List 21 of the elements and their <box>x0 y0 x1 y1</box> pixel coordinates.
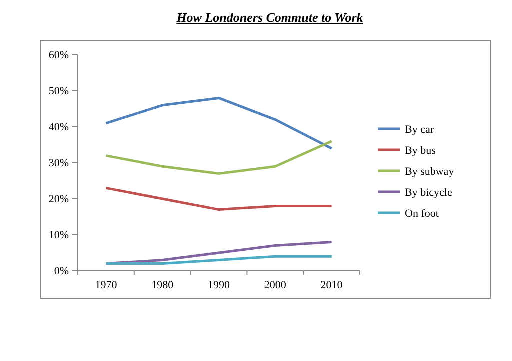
legend-label: By car <box>405 124 434 136</box>
y-tick-label: 40% <box>48 122 69 134</box>
y-tick-label: 10% <box>48 230 69 242</box>
line-series <box>104 186 334 212</box>
legend-label: On foot <box>405 208 439 220</box>
legend-label: By bicycle <box>405 187 452 199</box>
y-tick-label: 60% <box>48 50 69 62</box>
x-tick-label: 2000 <box>264 279 287 292</box>
x-tick-label: 1980 <box>152 279 174 292</box>
legend-label: By bus <box>405 145 436 157</box>
line-series <box>104 140 334 176</box>
x-tick-label: 1990 <box>208 279 230 292</box>
x-tick-label: 1970 <box>95 279 118 292</box>
chart-title: How Londoners Commute to Work <box>176 10 364 25</box>
y-tick-label: 50% <box>48 86 69 98</box>
y-tick-label: 20% <box>48 194 69 206</box>
line-series <box>104 96 334 150</box>
x-tick-label: 2010 <box>320 279 344 292</box>
y-tick-label: 0% <box>54 266 69 278</box>
legend-label: By subway <box>405 166 455 178</box>
y-tick-label: 30% <box>48 158 69 170</box>
